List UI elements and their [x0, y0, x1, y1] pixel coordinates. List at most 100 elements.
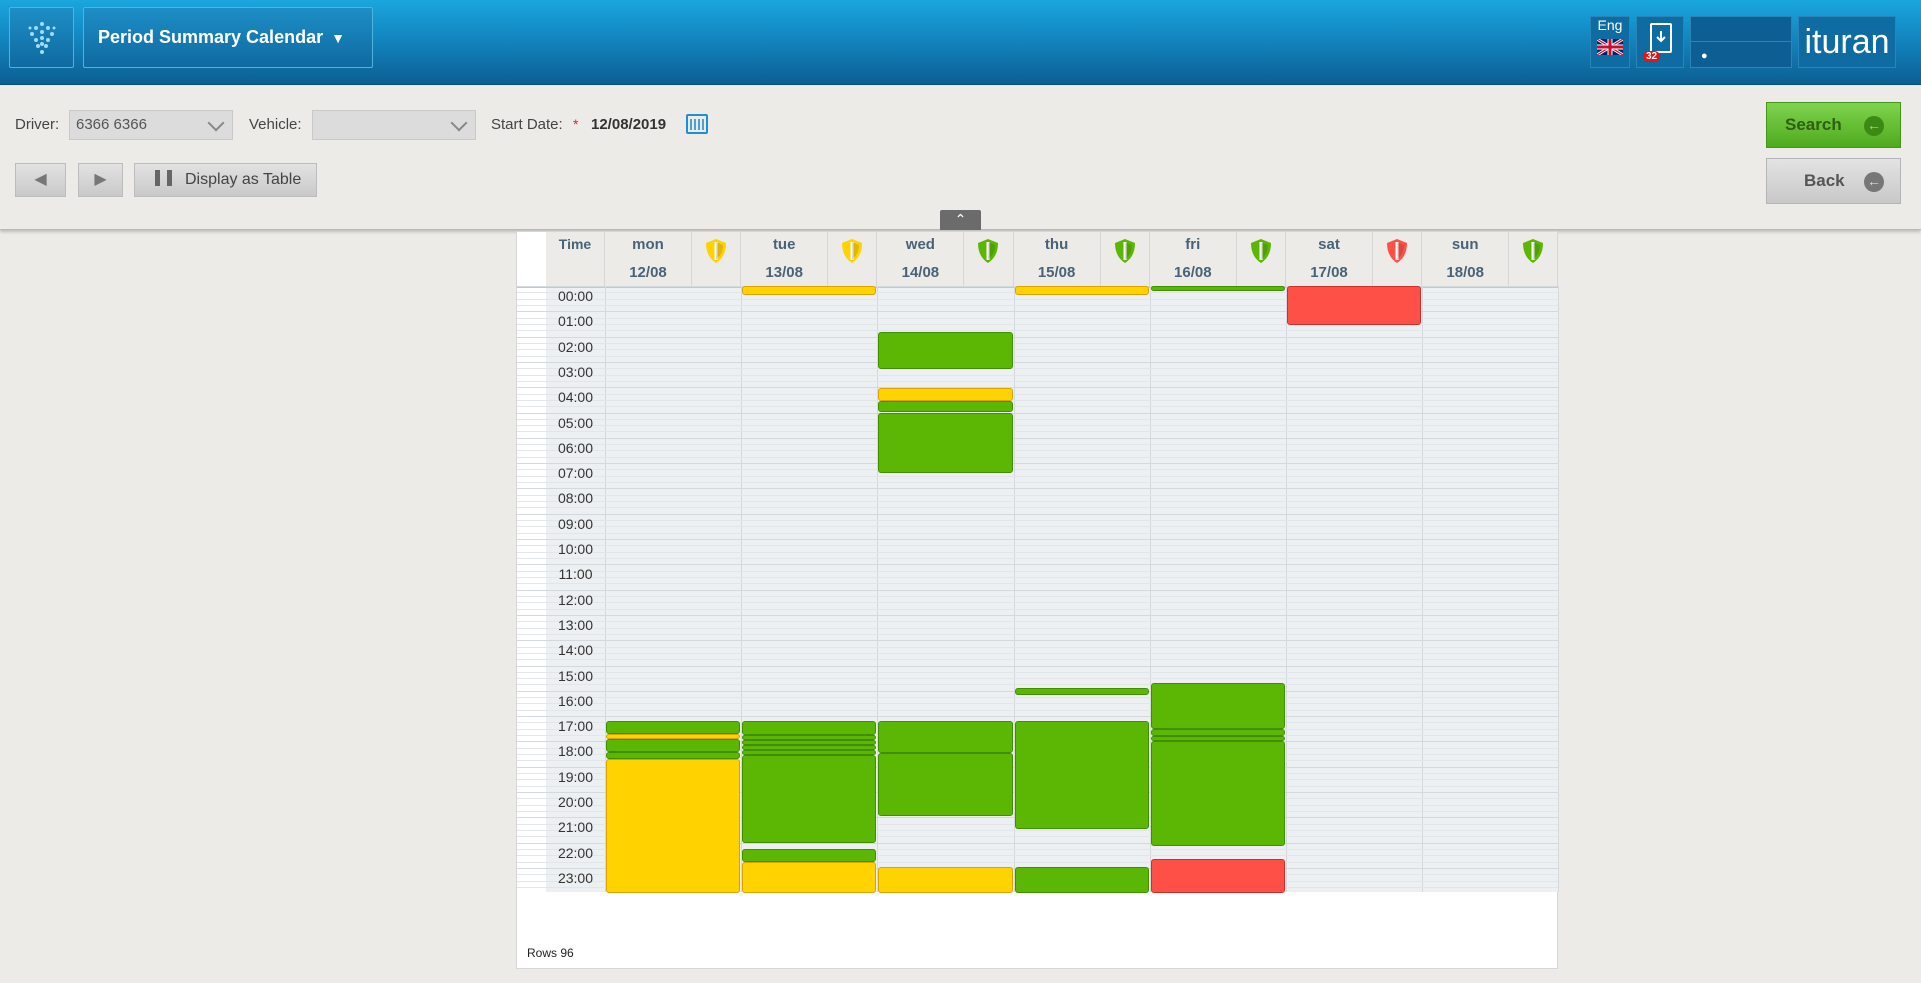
downloads-button[interactable]: 32 [1636, 16, 1684, 68]
day-name: sat [1318, 236, 1340, 253]
time-label: 15:00 [557, 667, 594, 684]
day-date: 18/08 [1446, 264, 1484, 281]
activity-block[interactable] [742, 740, 877, 746]
time-label: 07:00 [557, 465, 594, 482]
activity-block[interactable] [742, 861, 877, 894]
downloads-count-badge: 32 [1643, 51, 1661, 62]
time-label: 16:00 [557, 692, 594, 709]
display-as-table-button[interactable]: Display as Table [134, 163, 317, 197]
activity-block[interactable] [1014, 721, 1149, 829]
day-date: 15/08 [1037, 264, 1076, 281]
double-chevron-up-icon: ⌃ [954, 211, 967, 227]
time-label: 00:00 [557, 288, 594, 304]
time-label: 23:00 [557, 869, 594, 886]
day-name: sun [1451, 236, 1479, 253]
day-name: mon [632, 236, 664, 253]
time-label: 06:00 [557, 439, 594, 456]
activity-block[interactable] [1150, 728, 1285, 737]
status-shield-icon [1114, 238, 1136, 264]
next-week-button[interactable]: ▶ [78, 163, 123, 197]
start-date-value[interactable]: 12/08/2019 [591, 116, 667, 133]
arrow-left-circle-icon: ← [1864, 172, 1884, 192]
activity-block[interactable] [1014, 286, 1149, 295]
app-logo-button[interactable] [9, 7, 74, 68]
language-label: Eng [1597, 17, 1623, 33]
time-label: 03:00 [557, 363, 594, 380]
back-button[interactable]: Back ← [1766, 158, 1901, 204]
day-header-fri: fri 16/08 [1149, 232, 1286, 286]
time-label: 12:00 [557, 591, 594, 608]
day-date: 13/08 [765, 264, 803, 281]
activity-block[interactable] [606, 733, 741, 739]
activity-block[interactable] [606, 738, 741, 752]
user-info-box[interactable]: ● [1690, 16, 1792, 68]
driver-select[interactable]: 6366 6366 [69, 110, 233, 140]
period-calendar: Time mon 12/08 tue 13/08 wed 14/08 thu 15/08 fri… [516, 231, 1560, 969]
activity-block[interactable] [878, 401, 1013, 413]
previous-week-button[interactable]: ◀ [15, 163, 66, 197]
driver-select-value: 6366 6366 [76, 116, 147, 133]
activity-block[interactable] [742, 721, 877, 736]
triangle-right-icon: ▶ [94, 171, 107, 188]
status-shield-icon [705, 238, 727, 264]
rows-count-label: Rows 96 [527, 946, 574, 960]
status-shield-icon [1250, 238, 1272, 264]
activity-block[interactable] [878, 752, 1013, 817]
activity-block[interactable] [878, 866, 1013, 894]
activity-block[interactable] [878, 388, 1013, 402]
search-button[interactable]: Search ← [1766, 102, 1901, 148]
brand-logo: ituran [1798, 16, 1896, 68]
vehicle-select[interactable] [312, 110, 476, 140]
activity-block[interactable] [1014, 688, 1149, 695]
time-label: 22:00 [557, 844, 594, 861]
time-label: 09:00 [557, 515, 594, 532]
activity-block[interactable] [606, 751, 741, 760]
activity-block[interactable] [1150, 859, 1285, 894]
start-date-label: Start Date: [491, 116, 563, 133]
activity-block[interactable] [1150, 683, 1285, 729]
language-selector[interactable]: Eng [1590, 16, 1630, 68]
status-shield-icon [841, 238, 863, 264]
status-shield-icon [977, 238, 999, 264]
activity-block[interactable] [878, 331, 1013, 370]
time-label: 04:00 [557, 389, 594, 406]
activity-block[interactable] [1150, 286, 1285, 292]
activity-block[interactable] [742, 286, 877, 295]
chevron-down-icon [450, 114, 468, 132]
calendar-icon[interactable] [686, 114, 708, 134]
activity-block[interactable] [742, 735, 877, 741]
app-header: Period Summary Calendar ▼ Eng 32 ● ituran [0, 0, 1921, 85]
day-header-sat: sat 17/08 [1286, 232, 1423, 286]
activity-block[interactable] [878, 721, 1013, 753]
arrow-left-circle-icon: ← [1864, 116, 1884, 136]
activity-block[interactable] [606, 721, 741, 734]
activity-block[interactable] [742, 750, 877, 756]
time-label: 17:00 [557, 718, 594, 735]
chevron-down-icon: ▼ [331, 30, 345, 46]
time-label: 14:00 [557, 642, 594, 659]
time-label: 02:00 [557, 338, 594, 355]
back-button-label: Back [1804, 171, 1845, 190]
activity-block[interactable] [742, 745, 877, 751]
driver-label: Driver: [15, 116, 60, 133]
activity-block[interactable] [878, 412, 1013, 474]
activity-block[interactable] [1150, 741, 1285, 847]
page-title: Period Summary Calendar [98, 27, 324, 47]
time-label: 11:00 [558, 566, 593, 583]
search-button-label: Search [1785, 115, 1842, 134]
time-label: 18:00 [557, 743, 594, 760]
activity-block[interactable] [1287, 286, 1422, 326]
collapse-filters-toggle[interactable]: ⌃ [940, 210, 981, 230]
download-document-icon [1650, 23, 1672, 53]
activity-block[interactable] [742, 755, 877, 843]
activity-block[interactable] [742, 848, 877, 862]
time-column-header: Time [546, 232, 605, 286]
activity-block[interactable] [1014, 866, 1149, 894]
day-date: 17/08 [1310, 264, 1348, 281]
day-header-thu: thu 15/08 [1013, 232, 1150, 286]
required-marker: * [573, 116, 579, 132]
day-name: fri [1185, 236, 1201, 253]
activity-block[interactable] [1150, 736, 1285, 742]
activity-block[interactable] [606, 759, 741, 894]
module-title-dropdown[interactable]: Period Summary Calendar ▼ [83, 7, 373, 68]
